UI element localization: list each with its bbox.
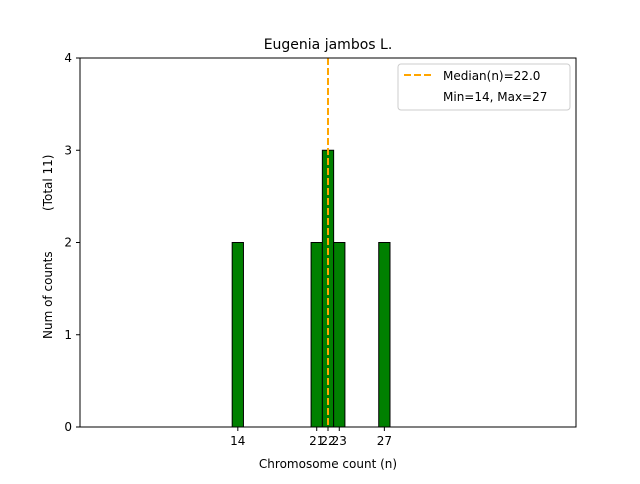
bar-21	[310, 242, 323, 428]
x-tick-label: 23	[332, 434, 347, 448]
y-tick-label: 2	[64, 236, 72, 250]
legend-box	[397, 63, 571, 111]
legend-entry-range: Min=14, Max=27	[443, 90, 547, 104]
x-tick-label: 22	[320, 434, 335, 448]
legend: Median(n)=22.0 Min=14, Max=27	[397, 63, 571, 111]
legend-entry-median: Median(n)=22.0	[443, 69, 540, 83]
y-axis-total: (Total 11)	[41, 155, 55, 211]
x-tick-label: 21	[309, 434, 324, 448]
y-axis-label: Num of counts	[41, 251, 55, 339]
chart-title: Eugenia jambos L.	[264, 37, 393, 53]
x-axis-label: Chromosome count (n)	[259, 457, 397, 471]
y-tick-label: 4	[64, 51, 72, 65]
bar-23	[333, 242, 346, 428]
bar-27	[378, 242, 391, 428]
y-tick-label: 0	[64, 420, 72, 434]
x-tick-label: 27	[377, 434, 392, 448]
bar-14	[231, 242, 244, 428]
x-tick-label: 14	[230, 434, 245, 448]
y-tick-label: 3	[64, 143, 72, 157]
y-tick-label: 1	[64, 328, 72, 342]
